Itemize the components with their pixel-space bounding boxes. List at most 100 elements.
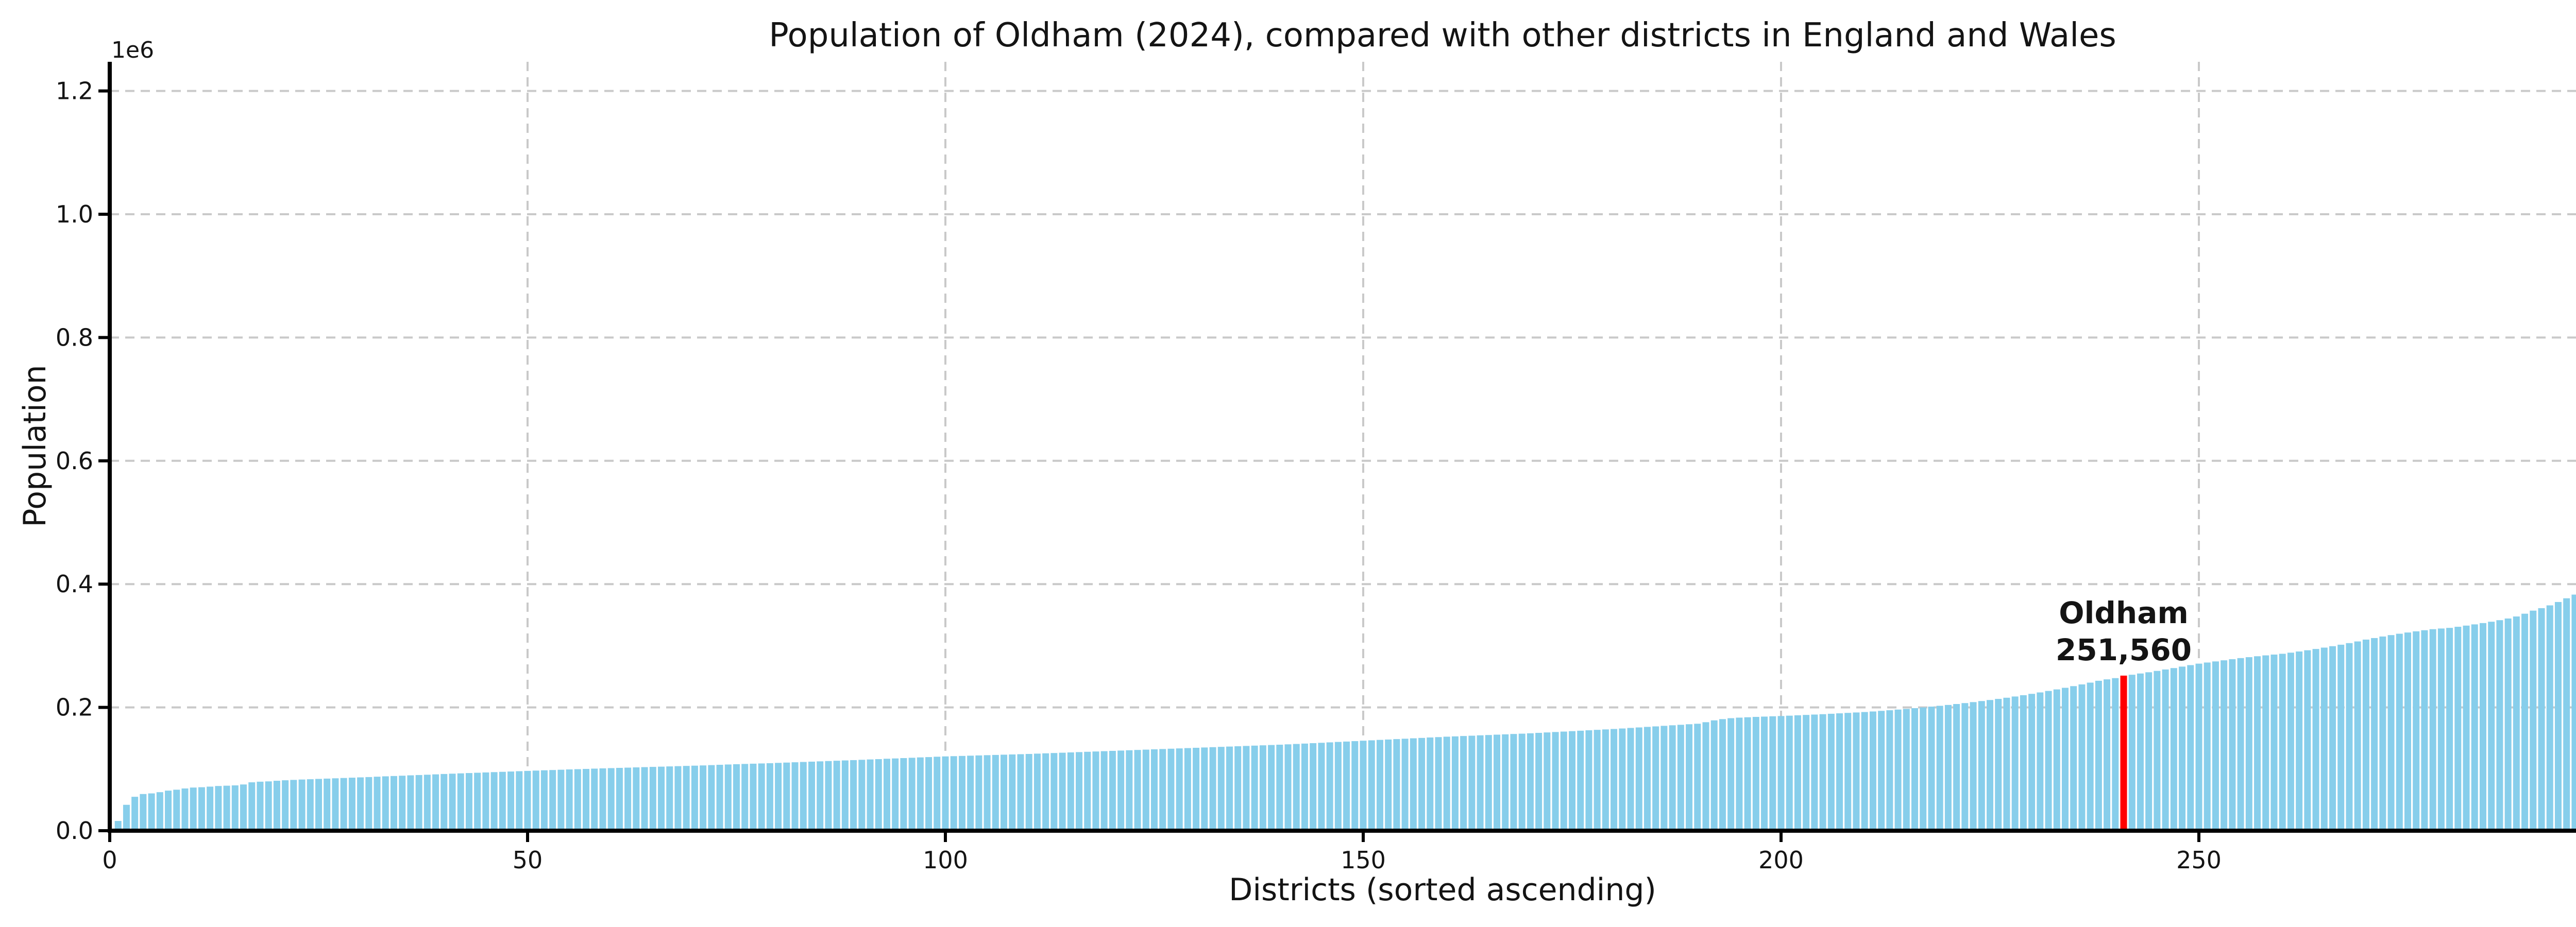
district-bar bbox=[1777, 716, 1785, 831]
district-bar bbox=[1602, 729, 1609, 831]
x-tick-label: 150 bbox=[1341, 846, 1386, 874]
district-bar bbox=[883, 759, 890, 831]
left-spine bbox=[108, 62, 112, 833]
district-bar bbox=[2304, 650, 2311, 831]
district-bar bbox=[817, 761, 824, 831]
district-bar bbox=[2270, 655, 2278, 831]
district-bar bbox=[449, 774, 456, 831]
district-bar bbox=[783, 762, 790, 831]
district-bar bbox=[399, 776, 406, 831]
district-bar bbox=[1343, 741, 1350, 831]
district-bar bbox=[825, 761, 832, 831]
district-bar bbox=[591, 768, 598, 831]
district-bar bbox=[633, 767, 640, 831]
district-bar bbox=[1025, 753, 1032, 831]
district-bar bbox=[290, 780, 297, 831]
district-bar bbox=[2162, 669, 2169, 831]
district-bar bbox=[2446, 628, 2453, 831]
district-bar bbox=[1502, 734, 1509, 831]
district-bar bbox=[1643, 727, 1651, 831]
district-bar bbox=[1744, 717, 1751, 831]
district-bar bbox=[2154, 671, 2161, 831]
district-bar bbox=[240, 784, 247, 831]
tick-labels: 0.00.20.40.60.81.01.2050100150200250300 bbox=[56, 77, 2222, 874]
district-bar bbox=[1385, 739, 1392, 831]
district-bar bbox=[482, 772, 489, 831]
district-bar bbox=[2053, 689, 2060, 831]
district-bar bbox=[1259, 745, 1266, 831]
district-bar bbox=[1928, 707, 1935, 831]
district-bar bbox=[2312, 649, 2319, 831]
district-bar bbox=[382, 776, 389, 831]
district-bar bbox=[465, 773, 472, 831]
district-bar bbox=[2530, 610, 2537, 831]
district-bar bbox=[1134, 750, 1141, 831]
district-bar bbox=[2496, 620, 2503, 831]
district-bar bbox=[1853, 712, 1860, 831]
district-bar bbox=[1318, 743, 1325, 831]
x-tick-label: 200 bbox=[1758, 846, 1804, 874]
district-bar bbox=[1293, 744, 1300, 831]
y-tick-mark bbox=[98, 829, 108, 832]
district-bar bbox=[1560, 731, 1567, 831]
highlight-annotation-name: Oldham bbox=[2059, 595, 2189, 630]
district-bar bbox=[858, 760, 866, 831]
district-bar bbox=[1944, 705, 1952, 831]
district-bar bbox=[1059, 752, 1066, 831]
district-bar bbox=[2404, 632, 2411, 831]
district-bar bbox=[1594, 730, 1601, 831]
district-bar bbox=[1953, 704, 1960, 831]
district-bar bbox=[1569, 731, 1575, 831]
district-bar bbox=[2346, 643, 2353, 831]
district-bar bbox=[1527, 733, 1534, 831]
district-bar bbox=[340, 778, 347, 831]
y-tick-label: 0.8 bbox=[56, 323, 93, 351]
y-tick-label: 0.6 bbox=[56, 447, 93, 475]
district-bar bbox=[1769, 716, 1776, 831]
district-bar bbox=[1033, 753, 1041, 831]
x-tick-mark bbox=[2197, 833, 2200, 842]
district-bar bbox=[1477, 735, 1484, 831]
district-bar bbox=[2204, 662, 2211, 831]
district-bar bbox=[2045, 691, 2052, 831]
district-bar bbox=[967, 756, 974, 831]
district-bar bbox=[1635, 727, 1642, 831]
district-bar bbox=[2221, 660, 2228, 831]
district-bar bbox=[181, 788, 189, 831]
district-bar bbox=[1117, 750, 1125, 831]
district-bar bbox=[2362, 639, 2369, 831]
district-bar bbox=[423, 775, 431, 831]
district-bar bbox=[1811, 714, 1818, 831]
highlighted-bar-oldham bbox=[2120, 675, 2127, 831]
district-bar bbox=[390, 776, 397, 831]
district-bar bbox=[1752, 717, 1759, 831]
district-bar bbox=[2095, 680, 2102, 831]
district-bar bbox=[2396, 633, 2403, 831]
y-tick-label: 0.4 bbox=[56, 570, 93, 598]
district-bar bbox=[566, 769, 573, 831]
district-bar bbox=[2287, 653, 2294, 831]
district-bar bbox=[1786, 715, 1793, 831]
district-bar bbox=[1184, 748, 1191, 831]
district-bar bbox=[1368, 740, 1375, 831]
district-bar bbox=[1585, 730, 1592, 831]
district-bar bbox=[1393, 739, 1400, 831]
district-bar bbox=[1987, 700, 1993, 831]
district-bar bbox=[1100, 751, 1108, 831]
district-bar bbox=[1669, 725, 1676, 831]
district-bar bbox=[557, 769, 565, 831]
district-bar bbox=[198, 787, 205, 831]
district-bar bbox=[658, 766, 665, 831]
district-bar bbox=[1076, 752, 1083, 831]
district-bar bbox=[2413, 631, 2420, 831]
district-bar bbox=[2112, 678, 2119, 831]
district-bar bbox=[1427, 737, 1434, 831]
district-bar bbox=[1936, 706, 1943, 831]
district-bar bbox=[1920, 707, 1927, 831]
district-bar bbox=[1142, 749, 1149, 831]
district-bar bbox=[2104, 679, 2111, 831]
x-axis-label: Districts (sorted ascending) bbox=[1229, 872, 1656, 908]
x-tick-label: 0 bbox=[102, 846, 117, 874]
district-bar bbox=[1995, 699, 2002, 831]
district-bar bbox=[925, 757, 933, 831]
